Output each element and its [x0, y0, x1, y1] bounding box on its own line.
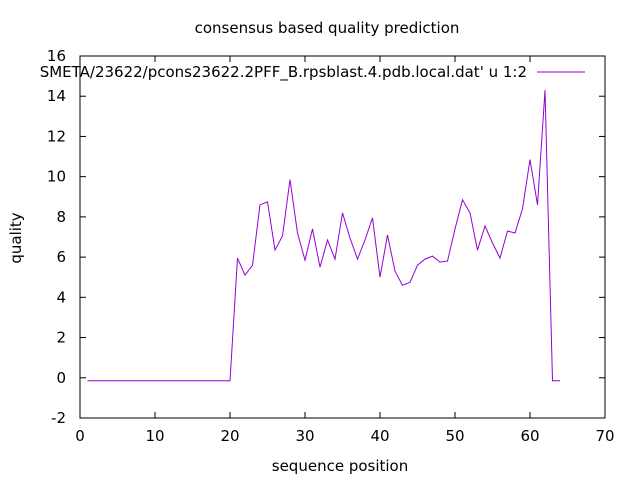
y-tick-label: 4: [56, 288, 66, 306]
plot-frame: [80, 56, 605, 418]
legend-label: SMETA/23622/pcons23622.2PFF_B.rpsblast.4…: [40, 63, 527, 82]
plot-border: [80, 56, 605, 418]
y-tick-label: 6: [56, 248, 66, 266]
y-axis-label: quality: [7, 212, 25, 263]
x-axis: 0 10 20 30 40 50 60 70: [75, 56, 614, 445]
x-tick-label: 40: [370, 427, 389, 445]
x-tick-label: 10: [145, 427, 164, 445]
x-tick-label: 0: [75, 427, 85, 445]
y-tick-label: 12: [47, 127, 66, 145]
x-tick-label: 20: [220, 427, 239, 445]
y-tick-label: 10: [47, 168, 66, 186]
y-tick-label: 8: [56, 208, 66, 226]
y-tick-label: 0: [56, 369, 66, 387]
series-line: [88, 90, 561, 381]
series-layer: [88, 90, 561, 381]
x-tick-label: 60: [520, 427, 539, 445]
y-tick-label: 2: [56, 329, 66, 347]
y-tick-label: -2: [51, 409, 66, 427]
y-tick-label: 14: [47, 87, 66, 105]
chart-title: consensus based quality prediction: [195, 19, 460, 37]
x-tick-label: 30: [295, 427, 314, 445]
x-tick-label: 50: [445, 427, 464, 445]
legend: SMETA/23622/pcons23622.2PFF_B.rpsblast.4…: [40, 63, 585, 82]
x-tick-label: 70: [595, 427, 614, 445]
x-axis-label: sequence position: [272, 457, 408, 475]
